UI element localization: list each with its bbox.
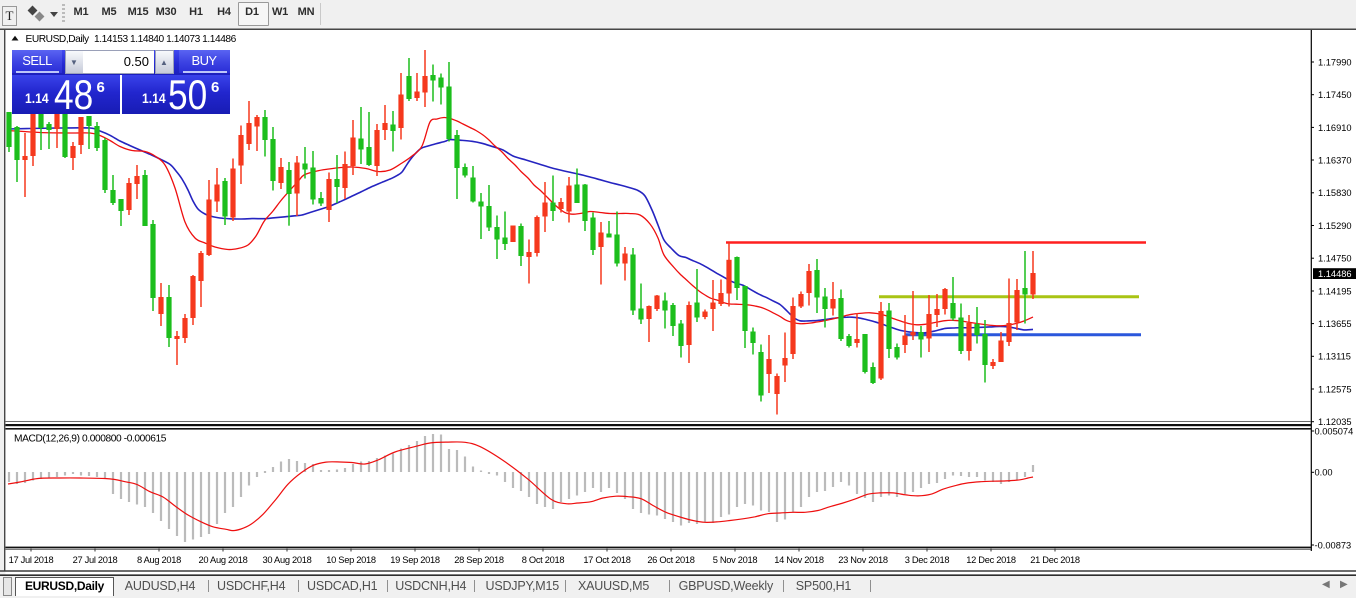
svg-text:20 Aug 2018: 20 Aug 2018 xyxy=(199,555,248,565)
svg-text:21 Dec 2018: 21 Dec 2018 xyxy=(1030,555,1080,565)
svg-text:EURUSD,Daily: EURUSD,Daily xyxy=(26,34,90,45)
svg-text:27 Jul 2018: 27 Jul 2018 xyxy=(73,555,118,565)
svg-text:17 Oct 2018: 17 Oct 2018 xyxy=(583,555,630,565)
svg-text:1.13655: 1.13655 xyxy=(1318,319,1352,329)
svg-text:1.14195: 1.14195 xyxy=(1318,286,1352,296)
svg-text:0.00: 0.00 xyxy=(1315,468,1333,478)
svg-text:8 Oct 2018: 8 Oct 2018 xyxy=(522,555,565,565)
svg-text:1.14153 1.14840 1.14073 1.1448: 1.14153 1.14840 1.14073 1.14486 xyxy=(94,34,237,45)
svg-text:1.13115: 1.13115 xyxy=(1318,352,1351,362)
svg-text:12 Dec 2018: 12 Dec 2018 xyxy=(966,555,1016,565)
svg-text:1.16910: 1.16910 xyxy=(1318,123,1352,133)
svg-text:1.15290: 1.15290 xyxy=(1318,221,1352,231)
svg-text:1.17450: 1.17450 xyxy=(1318,90,1352,100)
svg-text:14 Nov 2018: 14 Nov 2018 xyxy=(774,555,824,565)
svg-text:1.14750: 1.14750 xyxy=(1318,254,1352,264)
svg-text:-0.00873: -0.00873 xyxy=(1315,540,1352,550)
svg-text:MACD(12,26,9) 0.000800 -0.0006: MACD(12,26,9) 0.000800 -0.000615 xyxy=(14,434,167,445)
svg-text:17 Jul 2018: 17 Jul 2018 xyxy=(9,555,54,565)
svg-text:1.17990: 1.17990 xyxy=(1318,57,1352,67)
svg-text:1.15830: 1.15830 xyxy=(1318,188,1352,198)
svg-text:1.12035: 1.12035 xyxy=(1318,417,1352,427)
svg-text:5 Nov 2018: 5 Nov 2018 xyxy=(713,555,758,565)
svg-text:10 Sep 2018: 10 Sep 2018 xyxy=(326,555,376,565)
svg-text:28 Sep 2018: 28 Sep 2018 xyxy=(454,555,504,565)
svg-text:8 Aug 2018: 8 Aug 2018 xyxy=(137,555,181,565)
svg-text:1.14486: 1.14486 xyxy=(1318,269,1352,279)
svg-text:3 Dec 2018: 3 Dec 2018 xyxy=(905,555,950,565)
svg-text:26 Oct 2018: 26 Oct 2018 xyxy=(647,555,694,565)
svg-text:1.16370: 1.16370 xyxy=(1318,155,1352,165)
svg-text:30 Aug 2018: 30 Aug 2018 xyxy=(263,555,312,565)
svg-text:23 Nov 2018: 23 Nov 2018 xyxy=(838,555,888,565)
svg-text:1.12575: 1.12575 xyxy=(1318,384,1352,394)
svg-text:19 Sep 2018: 19 Sep 2018 xyxy=(390,555,440,565)
svg-text:0.005074: 0.005074 xyxy=(1315,426,1354,436)
